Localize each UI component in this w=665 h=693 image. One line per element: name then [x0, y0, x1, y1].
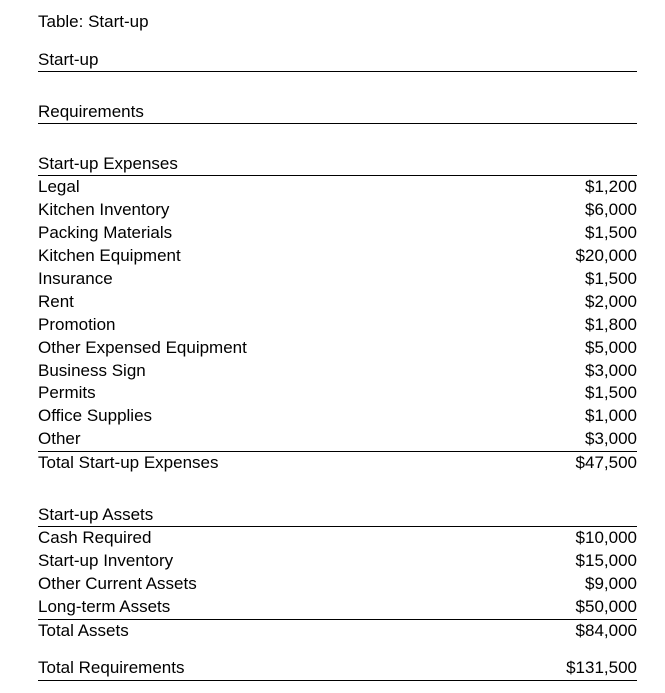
table-row: Insurance $1,500 [38, 268, 637, 291]
table-row: Cash Required $10,000 [38, 527, 637, 550]
spacer [38, 475, 637, 489]
table-row: Packing Materials $1,500 [38, 222, 637, 245]
header-startup: Start-up [38, 48, 637, 72]
header-expenses: Start-up Expenses [38, 152, 637, 176]
expense-label: Legal [38, 176, 80, 199]
expense-amount: $2,000 [585, 291, 637, 314]
asset-label: Long-term Assets [38, 596, 170, 619]
spacer [38, 124, 637, 138]
expense-amount: $5,000 [585, 337, 637, 360]
asset-amount: $9,000 [585, 573, 637, 596]
expense-label: Kitchen Inventory [38, 199, 169, 222]
expense-label: Promotion [38, 314, 115, 337]
expense-label: Permits [38, 382, 96, 405]
table-row: Permits $1,500 [38, 382, 637, 405]
table-row: Business Sign $3,000 [38, 360, 637, 383]
expense-amount: $3,000 [585, 428, 637, 451]
asset-amount: $15,000 [576, 550, 637, 573]
expense-amount: $20,000 [576, 245, 637, 268]
expense-amount: $1,000 [585, 405, 637, 428]
expense-amount: $1,200 [585, 176, 637, 199]
grand-total-label: Total Requirements [38, 657, 184, 680]
asset-amount: $10,000 [576, 527, 637, 550]
table-row: Kitchen Inventory $6,000 [38, 199, 637, 222]
expense-label: Insurance [38, 268, 113, 291]
table-row: Other Current Assets $9,000 [38, 573, 637, 596]
asset-label: Other Current Assets [38, 573, 197, 596]
expenses-total-row: Total Start-up Expenses $47,500 [38, 452, 637, 475]
grand-total-row: Total Requirements $131,500 [38, 657, 637, 681]
table-row: Office Supplies $1,000 [38, 405, 637, 428]
grand-total-amount: $131,500 [566, 657, 637, 680]
header-requirements: Requirements [38, 100, 637, 124]
spacer [38, 72, 637, 86]
asset-amount: $50,000 [576, 596, 637, 619]
expense-amount: $3,000 [585, 360, 637, 383]
table-row: Rent $2,000 [38, 291, 637, 314]
expense-label: Rent [38, 291, 74, 314]
startup-table: Table: Start-up Start-up Requirements St… [0, 0, 665, 693]
table-row: Promotion $1,800 [38, 314, 637, 337]
assets-total-label: Total Assets [38, 620, 129, 643]
table-row: Other $3,000 [38, 428, 637, 452]
expense-label: Kitchen Equipment [38, 245, 181, 268]
expense-label: Office Supplies [38, 405, 152, 428]
table-row: Long-term Assets $50,000 [38, 596, 637, 620]
expense-amount: $1,500 [585, 382, 637, 405]
expense-label: Other Expensed Equipment [38, 337, 247, 360]
expense-label: Other [38, 428, 81, 451]
expense-amount: $1,500 [585, 268, 637, 291]
expenses-total-label: Total Start-up Expenses [38, 452, 218, 475]
table-row: Legal $1,200 [38, 176, 637, 199]
asset-label: Cash Required [38, 527, 151, 550]
header-assets: Start-up Assets [38, 503, 637, 527]
expense-amount: $1,500 [585, 222, 637, 245]
table-row: Kitchen Equipment $20,000 [38, 245, 637, 268]
assets-total-amount: $84,000 [576, 620, 637, 643]
table-title: Table: Start-up [38, 12, 637, 32]
spacer [38, 643, 637, 657]
assets-total-row: Total Assets $84,000 [38, 620, 637, 643]
table-row: Other Expensed Equipment $5,000 [38, 337, 637, 360]
table-row: Start-up Inventory $15,000 [38, 550, 637, 573]
expense-label: Packing Materials [38, 222, 172, 245]
expenses-total-amount: $47,500 [576, 452, 637, 475]
asset-label: Start-up Inventory [38, 550, 173, 573]
expense-amount: $6,000 [585, 199, 637, 222]
expense-label: Business Sign [38, 360, 146, 383]
expense-amount: $1,800 [585, 314, 637, 337]
